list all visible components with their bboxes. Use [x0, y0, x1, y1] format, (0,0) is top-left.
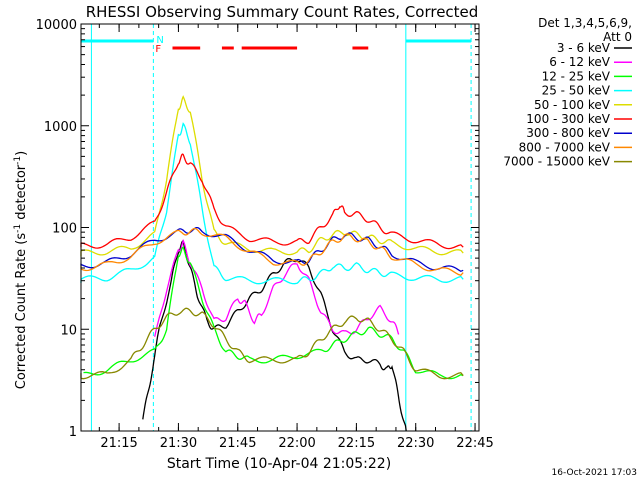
x-axis-label: Start Time (10-Apr-04 21:05:22)	[167, 456, 391, 472]
legend-entry-label: 6 - 12 keV	[549, 55, 611, 69]
legend-title-line: Att 0	[603, 30, 632, 44]
legend-entry-label: 12 - 25 keV	[542, 69, 611, 83]
series-line	[80, 226, 464, 273]
x-tick-label: 21:30	[160, 436, 197, 451]
y-axis-label: Corrected Count Rate (s-1 detector-1)	[13, 151, 29, 389]
series-line	[80, 227, 464, 277]
y-axis-label-end: )	[14, 151, 29, 156]
series-line	[80, 153, 464, 250]
date-stamp: 16-Oct-2021 17:03	[552, 468, 637, 478]
flare-flag-label: F	[155, 44, 161, 55]
y-tick-label: 10000	[36, 18, 77, 33]
y-tick-label: 100	[52, 222, 77, 237]
y-axis-label-exp1: -1	[13, 224, 23, 233]
x-tick-label: 21:15	[100, 436, 137, 451]
x-tick-label: 21:45	[219, 436, 256, 451]
y-axis-label-main: Corrected Count Rate (s	[14, 233, 29, 390]
series-line	[80, 95, 464, 257]
legend-entry-label: 7000 - 15000 keV	[503, 155, 610, 169]
legend-entry-label: 100 - 300 keV	[526, 112, 610, 126]
night-flag-label: N	[156, 35, 163, 46]
x-tick-label: 22:15	[338, 436, 375, 451]
y-tick-label: 1000	[44, 120, 77, 135]
legend-entry-label: 25 - 50 keV	[542, 84, 611, 98]
x-tick-label: 22:45	[456, 436, 493, 451]
axes: 1 10 100 1000 10000 21:15 21:30 21:45 22:00 22:15…	[36, 18, 494, 451]
series-line	[142, 240, 407, 432]
legend-entry-label: 50 - 100 keV	[534, 98, 611, 112]
chart-title: RHESSI Observing Summary Count Rates, Co…	[86, 3, 479, 21]
x-tick-label: 22:00	[278, 436, 315, 451]
y-tick-label: 1	[69, 425, 77, 440]
legend-entry-label: 3 - 6 keV	[557, 41, 611, 55]
y-axis-label-exp2: -1	[13, 156, 23, 165]
x-tick-label: 22:30	[397, 436, 434, 451]
series-line	[83, 246, 464, 380]
legend-entry-label: 300 - 800 keV	[526, 126, 610, 140]
legend-entry-label: 800 - 7000 keV	[519, 140, 611, 154]
series-line	[80, 122, 464, 285]
y-axis-label-mid: detector	[14, 164, 29, 224]
series-layer	[80, 95, 464, 432]
series-line	[80, 307, 464, 380]
y-tick-label: 10	[60, 323, 77, 338]
legend-title-line: Det 1,3,4,5,6,9,	[538, 16, 632, 30]
